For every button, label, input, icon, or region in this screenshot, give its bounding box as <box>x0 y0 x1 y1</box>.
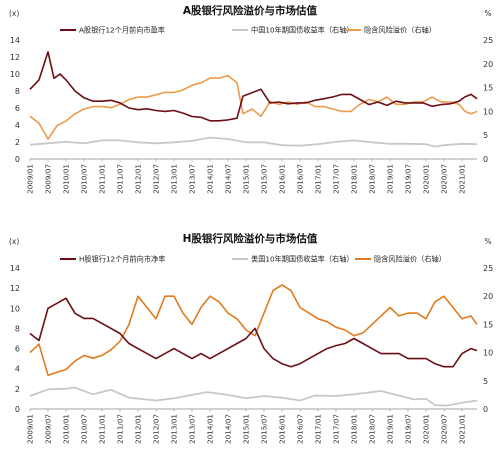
x-tick-label: 2010/07 <box>80 164 89 194</box>
right-y-tick-label: 0 <box>483 405 488 414</box>
left-y-tick-label: 2 <box>15 385 20 394</box>
left-y-tick-label: 6 <box>15 104 20 113</box>
right-y-tick-label: 15 <box>483 84 493 93</box>
x-tick-label: 2015/01 <box>242 164 251 194</box>
x-tick-label: 2015/07 <box>260 414 269 444</box>
series-line <box>29 136 478 148</box>
x-tick-label: 2017/01 <box>314 164 323 194</box>
x-tick-label: 2009/01 <box>26 414 35 444</box>
x-tick-label: 2013/07 <box>188 414 197 444</box>
x-tick-label: 2019/01 <box>386 414 395 444</box>
x-tick-label: 2019/07 <box>404 164 413 194</box>
x-tick-label: 2020/01 <box>422 414 431 444</box>
left-y-tick-label: 8 <box>15 87 20 96</box>
left-axis-unit: (x) <box>9 9 19 18</box>
right-y-tick-label: 5 <box>483 131 488 140</box>
series-line <box>29 284 478 376</box>
x-tick-label: 2016/01 <box>278 414 287 444</box>
legend-label: 隐含风险溢价（右轴） <box>364 26 436 35</box>
legend-label: 中国10年期国债收益率（右轴） <box>251 26 354 35</box>
series-line <box>29 297 478 368</box>
x-tick-label: 2010/01 <box>62 414 71 444</box>
right-axis-unit: % <box>484 237 491 246</box>
legend-label: H股银行12个月前向市净率 <box>79 255 165 264</box>
x-tick-label: 2009/07 <box>44 164 53 194</box>
right-y-tick-label: 5 <box>483 377 488 386</box>
right-y-tick-label: 10 <box>483 107 493 116</box>
left-y-tick-label: 4 <box>15 365 20 374</box>
x-tick-label: 2015/01 <box>242 414 251 444</box>
left-y-tick-label: 12 <box>10 284 20 293</box>
x-tick-label: 2013/07 <box>188 164 197 194</box>
left-y-tick-label: 14 <box>10 36 20 45</box>
x-tick-label: 2017/07 <box>332 164 341 194</box>
x-tick-label: 2014/01 <box>206 164 215 194</box>
x-tick-label: 2017/07 <box>332 414 341 444</box>
x-tick-label: 2018/07 <box>368 164 377 194</box>
chart-panel-1: A股银行风险溢价与市场估值 (x) % 0 2 4 6 8 10 12 14 0 5 10 15 20 25 20… <box>9 4 493 194</box>
right-axis-unit: % <box>484 9 491 18</box>
right-y-tick-label: 20 <box>483 60 493 69</box>
x-tick-label: 2012/01 <box>134 414 143 444</box>
x-tick-label: 2018/01 <box>350 164 359 194</box>
right-y-tick-label: 10 <box>483 349 493 358</box>
x-tick-label: 2014/07 <box>224 414 233 444</box>
left-y-tick-label: 2 <box>15 138 20 147</box>
right-y-tick-label: 25 <box>483 264 493 273</box>
left-y-tick-label: 0 <box>15 405 20 414</box>
left-y-tick-label: 8 <box>15 324 20 333</box>
right-y-tick-label: 20 <box>483 292 493 301</box>
x-tick-label: 2016/07 <box>296 164 305 194</box>
x-tick-label: 2021/01 <box>458 414 467 444</box>
x-tick-label: 2018/01 <box>350 414 359 444</box>
left-axis-unit: (x) <box>9 237 19 246</box>
x-tick-label: 2009/01 <box>26 164 35 194</box>
x-tick-label: 2014/07 <box>224 164 233 194</box>
x-tick-label: 2011/07 <box>116 414 125 444</box>
x-tick-label: 2013/01 <box>170 414 179 444</box>
x-tick-label: 2012/07 <box>152 164 161 194</box>
chart-title: A股银行风险溢价与市场估值 <box>183 4 318 17</box>
left-y-tick-label: 10 <box>10 304 20 313</box>
chart-title: H股银行风险溢价与市场估值 <box>183 232 318 245</box>
x-tick-label: 2012/01 <box>134 164 143 194</box>
x-tick-label: 2019/01 <box>386 164 395 194</box>
right-y-tick-label: 0 <box>483 155 488 164</box>
x-tick-label: 2012/07 <box>152 414 161 444</box>
left-y-tick-label: 10 <box>10 70 20 79</box>
x-tick-label: 2020/01 <box>422 164 431 194</box>
left-y-tick-label: 14 <box>10 264 20 273</box>
left-y-tick-label: 6 <box>15 345 20 354</box>
x-tick-label: 2017/01 <box>314 414 323 444</box>
legend-label: 隐含风险溢价（右轴） <box>374 255 446 264</box>
left-y-tick-label: 12 <box>10 53 20 62</box>
x-tick-label: 2013/01 <box>170 164 179 194</box>
x-tick-label: 2015/07 <box>260 164 269 194</box>
x-tick-label: 2011/07 <box>116 164 125 194</box>
series-line <box>29 74 478 140</box>
x-tick-label: 2011/01 <box>98 164 107 194</box>
x-tick-label: 2020/07 <box>440 164 449 194</box>
left-y-tick-label: 0 <box>15 155 20 164</box>
legend-label: 美国10年期国债收益率（右轴） <box>251 255 354 264</box>
right-y-tick-label: 25 <box>483 36 493 45</box>
x-tick-label: 2018/07 <box>368 414 377 444</box>
x-tick-label: 2010/01 <box>62 164 71 194</box>
left-y-tick-label: 4 <box>15 121 20 130</box>
legend-label: A股银行12个月前向市盈率 <box>79 26 165 35</box>
series-line <box>29 386 478 407</box>
x-tick-label: 2020/07 <box>440 414 449 444</box>
series-line <box>29 51 478 122</box>
right-y-tick-label: 15 <box>483 320 493 329</box>
x-tick-label: 2021/01 <box>458 164 467 194</box>
x-tick-label: 2019/07 <box>404 414 413 444</box>
x-tick-label: 2016/07 <box>296 414 305 444</box>
x-tick-label: 2014/01 <box>206 414 215 444</box>
x-tick-label: 2016/01 <box>278 164 287 194</box>
x-tick-label: 2010/07 <box>80 414 89 444</box>
chart-panel-2: H股银行风险溢价与市场估值 (x) % 0 2 4 6 8 10 12 14 0 5 10 15 20 25 20… <box>9 232 493 444</box>
x-tick-label: 2009/07 <box>44 414 53 444</box>
x-tick-label: 2011/01 <box>98 414 107 444</box>
